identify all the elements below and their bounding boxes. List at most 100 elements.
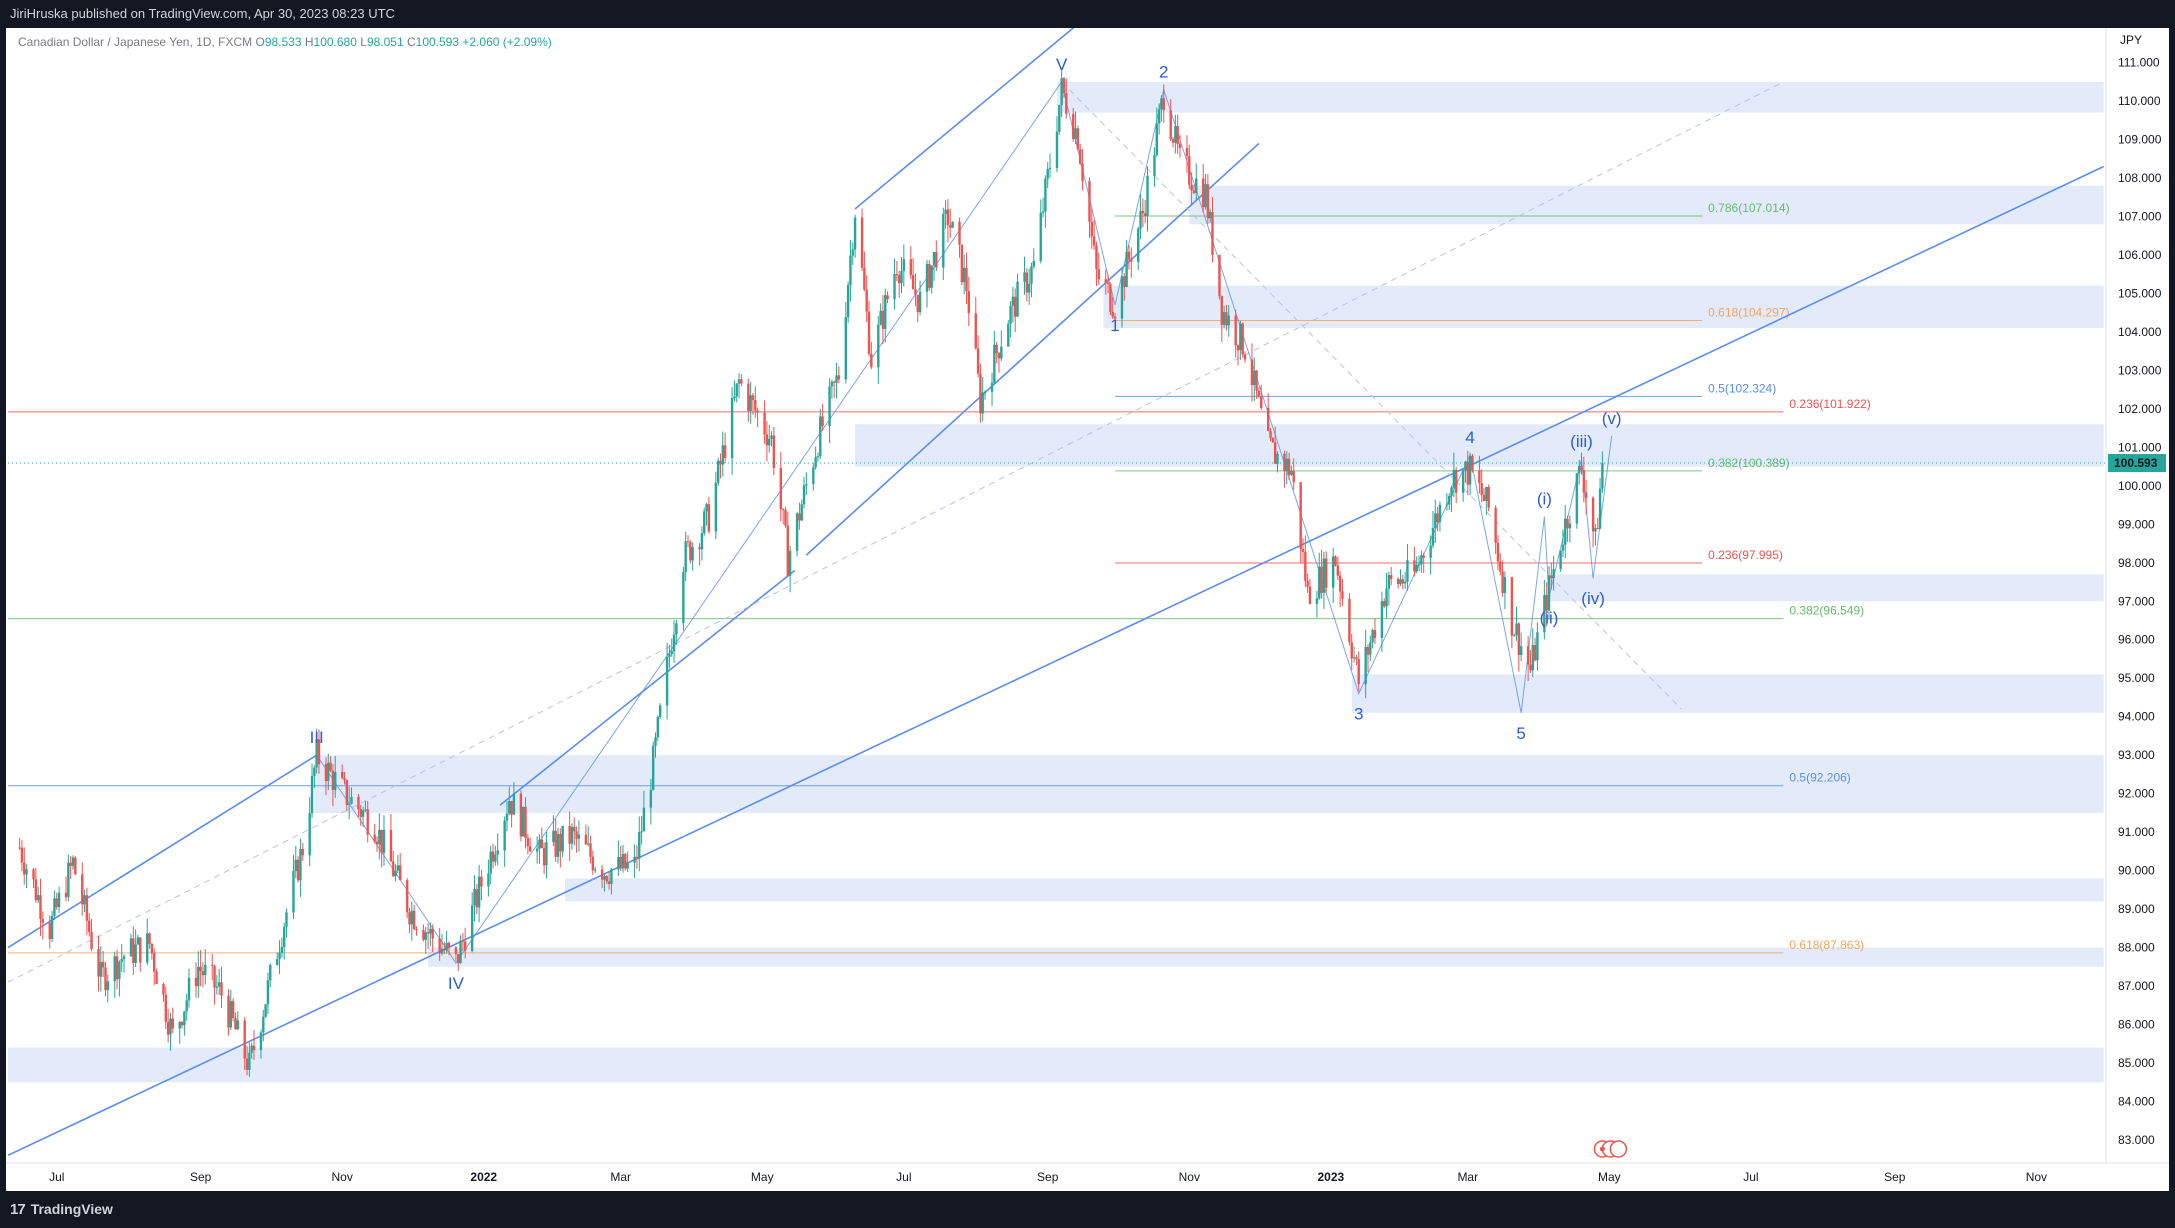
candle-body <box>1494 507 1497 543</box>
candle-body <box>178 1022 181 1029</box>
candle-body <box>1582 470 1586 493</box>
candle-body <box>299 848 302 881</box>
candle-body <box>1561 544 1565 551</box>
tradingview-logo[interactable]: 17 TradingView <box>10 1191 113 1228</box>
candle-body <box>1487 487 1490 508</box>
candle-body <box>104 967 107 991</box>
trendline <box>7 165 2105 1157</box>
candle-body <box>733 396 736 399</box>
candle-body <box>1155 123 1158 156</box>
candle-body <box>1243 354 1247 360</box>
candle-body <box>860 217 864 268</box>
candle-body <box>668 654 671 657</box>
dashed-guide <box>1061 81 1682 710</box>
candle-body <box>865 289 868 312</box>
candle-body <box>266 980 270 1005</box>
fib-label: 0.5(92.206) <box>1789 771 1850 785</box>
candle-body <box>619 857 622 869</box>
candle-body <box>909 259 912 276</box>
candle-body <box>737 379 741 384</box>
candle-body <box>552 830 555 843</box>
candle-body <box>1464 461 1467 471</box>
price-axis[interactable]: JPY 83.000 84.000 85.000 86.000 87.000 88.000 8… <box>8 28 2169 1163</box>
candle-body <box>331 770 335 791</box>
chart-frame[interactable]: 0.786(107.014) 0.618(104.297) 0.5(102.324)… <box>6 28 2169 1191</box>
candle-body <box>740 379 743 384</box>
zone-rect <box>1057 81 2104 113</box>
candle-body <box>877 324 880 368</box>
candle-body <box>292 871 295 913</box>
candle-body <box>714 482 718 532</box>
candle-body <box>1195 178 1198 193</box>
candle-body <box>69 862 72 866</box>
candle-body <box>795 513 799 551</box>
candle-body <box>1445 504 1449 506</box>
candle-body <box>457 954 460 964</box>
candle-body <box>1225 312 1228 326</box>
candle-body <box>443 948 446 951</box>
candle-body <box>512 793 516 815</box>
candle-body <box>930 265 933 288</box>
time-axis[interactable]: Jul Sep Nov 2022 Mar May Jul Sep Nov 2023 Mar May Ju… <box>6 1162 2169 1184</box>
candle-body <box>1485 487 1488 502</box>
candle-body <box>1090 221 1094 237</box>
fib-label: 0.618(87.863) <box>1789 938 1864 952</box>
zone-rect <box>564 878 2104 902</box>
candle-body <box>259 1032 263 1051</box>
candle-body <box>749 395 752 411</box>
candle-body <box>675 623 678 635</box>
candle-body <box>981 392 984 414</box>
candle-body <box>153 953 156 972</box>
candle-body <box>39 895 42 920</box>
candle-body <box>1030 266 1033 284</box>
candle-body <box>215 986 219 988</box>
candle-body <box>1185 147 1189 157</box>
candle-body <box>1308 586 1312 605</box>
candle-body <box>106 981 109 991</box>
candle-body <box>491 851 495 862</box>
price-tick-label: 92.000 <box>2118 787 2155 801</box>
candle-body <box>705 504 708 512</box>
candle-body <box>979 373 982 414</box>
price-tick-label: 88.000 <box>2118 941 2155 955</box>
candle-body <box>1415 564 1418 572</box>
candle-body <box>463 941 467 951</box>
candle-body <box>252 1045 256 1051</box>
candle-body <box>658 705 662 717</box>
trendline <box>499 569 796 806</box>
candle-body <box>343 777 346 781</box>
candle-body <box>577 834 581 839</box>
candle-body <box>487 873 490 887</box>
candle-body <box>445 942 448 951</box>
price-tick-label: 95.000 <box>2118 671 2155 685</box>
chart-widgets <box>1593 1140 1628 1158</box>
candle-body <box>345 780 349 805</box>
candle-body <box>231 1001 235 1019</box>
candle-body <box>1387 575 1391 589</box>
candle-body <box>689 542 692 561</box>
candle-body <box>768 438 771 446</box>
candle-body <box>171 1018 174 1029</box>
price-tick-label: 100.000 <box>2118 479 2162 493</box>
candle-body <box>1577 465 1581 474</box>
candle-body <box>965 267 968 291</box>
price-tick-label: 93.000 <box>2118 748 2155 762</box>
candle-body <box>670 651 673 655</box>
price-tick-label: 94.000 <box>2118 710 2155 724</box>
candle-body <box>408 912 411 925</box>
price-chart[interactable]: 0.786(107.014) 0.618(104.297) 0.5(102.324)… <box>6 28 2169 1191</box>
candle-body <box>591 856 595 871</box>
candle-body <box>1162 98 1165 111</box>
candle-body <box>575 831 578 839</box>
candle-body <box>642 807 646 832</box>
time-tick-label: Nov <box>2026 1170 2047 1184</box>
candle-body <box>779 468 783 509</box>
trendline <box>7 754 318 949</box>
candle-body <box>199 966 202 971</box>
candle-body <box>884 295 887 329</box>
candle-body <box>1088 181 1091 222</box>
candle-body <box>118 961 121 980</box>
candle-body <box>1478 470 1481 484</box>
candle-body <box>1438 504 1442 523</box>
candle-body <box>1081 163 1084 182</box>
